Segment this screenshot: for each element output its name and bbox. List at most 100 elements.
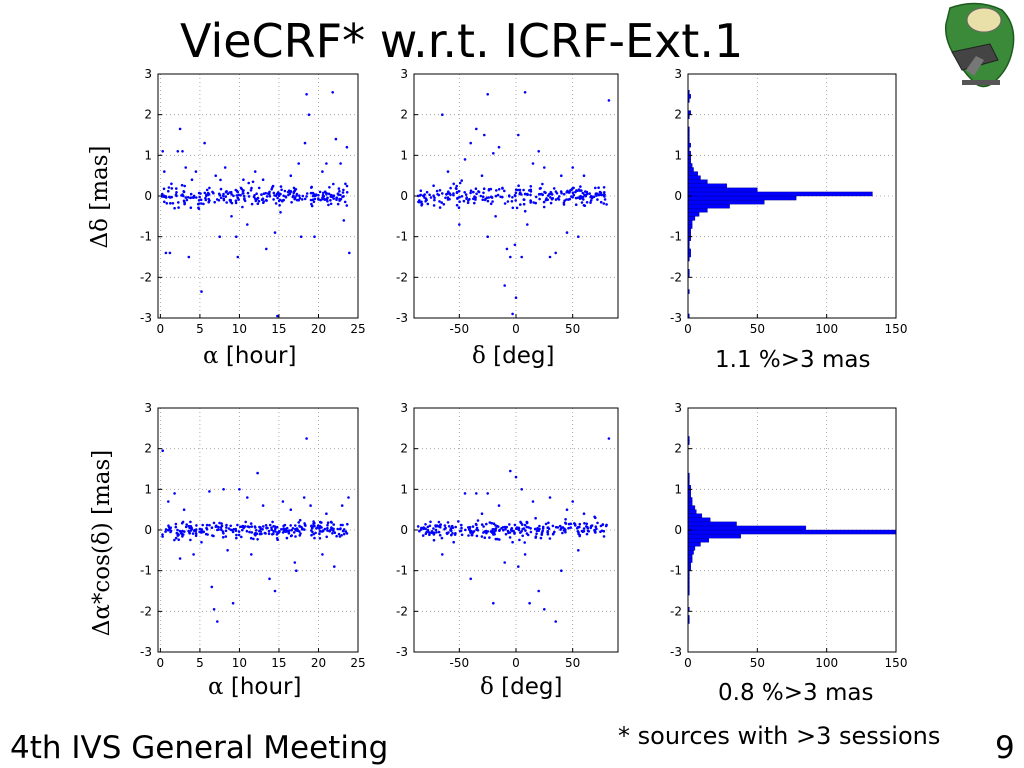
data-point	[546, 530, 550, 533]
data-point	[252, 537, 255, 541]
data-point	[253, 170, 257, 173]
data-point	[528, 601, 531, 605]
data-point	[430, 530, 434, 533]
data-point	[498, 528, 501, 532]
data-point	[220, 522, 223, 525]
x-tick-label: 10	[232, 322, 247, 336]
data-point	[181, 520, 185, 524]
data-point	[469, 191, 472, 195]
data-point	[200, 202, 203, 205]
data-point	[341, 191, 345, 194]
data-point	[509, 469, 512, 473]
data-point	[236, 523, 239, 527]
data-point	[583, 522, 586, 525]
data-point	[594, 525, 598, 528]
data-point	[250, 531, 254, 534]
data-point	[256, 538, 259, 541]
data-point	[443, 527, 446, 531]
y-tick-label: 1	[674, 482, 682, 496]
data-point	[571, 195, 574, 199]
data-point	[297, 198, 300, 202]
y-tick-label: 1	[144, 482, 152, 496]
histogram-ra-offset: 0 50 100 150 -3 -2 -1 0 1 2 3	[670, 401, 907, 670]
data-point	[265, 247, 268, 251]
data-point	[517, 565, 520, 568]
data-point	[552, 532, 555, 535]
data-point	[569, 526, 572, 529]
data-point	[310, 204, 314, 208]
data-point	[312, 525, 315, 528]
data-point	[452, 540, 455, 544]
data-point	[208, 199, 211, 202]
data-point	[256, 471, 259, 475]
data-point	[234, 527, 237, 531]
data-point	[191, 532, 195, 535]
data-point	[535, 532, 538, 535]
data-point	[229, 524, 232, 528]
data-point	[507, 531, 510, 535]
data-point	[502, 528, 505, 532]
data-point	[463, 191, 466, 194]
data-point	[523, 523, 527, 527]
data-point	[525, 520, 529, 524]
data-point	[503, 525, 507, 529]
data-point	[516, 188, 520, 192]
data-point	[547, 521, 550, 525]
data-point	[471, 525, 475, 528]
y-tick-label: -3	[396, 311, 408, 325]
data-point	[469, 577, 472, 581]
data-point	[199, 192, 202, 195]
data-point	[227, 527, 231, 530]
x-tick-label: -50	[450, 656, 470, 670]
data-point	[429, 196, 433, 199]
data-point	[576, 530, 580, 533]
data-point	[281, 500, 285, 503]
data-point	[284, 195, 288, 199]
data-point	[181, 150, 184, 153]
data-point	[565, 231, 569, 234]
data-point	[521, 527, 524, 531]
data-point	[218, 521, 221, 525]
data-point	[194, 534, 198, 538]
data-point	[587, 530, 590, 533]
data-point	[272, 191, 276, 195]
data-point	[270, 528, 273, 531]
data-point	[285, 526, 289, 530]
data-point	[274, 530, 277, 533]
data-point	[245, 529, 249, 533]
data-point	[236, 190, 239, 194]
data-point	[161, 535, 164, 538]
data-point	[219, 196, 223, 200]
data-point	[194, 170, 198, 173]
data-point	[514, 199, 517, 202]
data-point	[336, 202, 340, 206]
data-point	[437, 530, 441, 534]
data-point	[520, 523, 524, 526]
data-point	[574, 190, 577, 194]
data-point	[229, 200, 232, 203]
data-point	[326, 526, 329, 530]
histogram-bar	[687, 501, 693, 506]
data-point	[309, 198, 313, 202]
data-point	[318, 527, 321, 530]
data-point	[424, 523, 427, 526]
data-point	[580, 189, 583, 192]
x-tick-label: 15	[271, 656, 286, 670]
data-point	[327, 203, 330, 207]
data-point	[537, 192, 541, 196]
data-point	[207, 193, 211, 196]
data-point	[586, 527, 590, 530]
y-tick-label: -2	[140, 604, 152, 618]
data-point	[584, 190, 587, 193]
data-point	[438, 206, 442, 209]
data-point	[279, 185, 283, 188]
histogram-bar	[687, 220, 693, 225]
data-point	[241, 205, 244, 209]
data-point	[512, 529, 515, 533]
data-point	[469, 141, 472, 145]
data-point	[475, 526, 479, 530]
scatter-ra-ra-offset: 0 5 10 15 20 25 -3 -2 -1 0 1 2 3	[140, 401, 366, 670]
data-point	[546, 532, 550, 536]
data-point	[189, 192, 193, 196]
y-tick-label: 0	[144, 189, 152, 203]
